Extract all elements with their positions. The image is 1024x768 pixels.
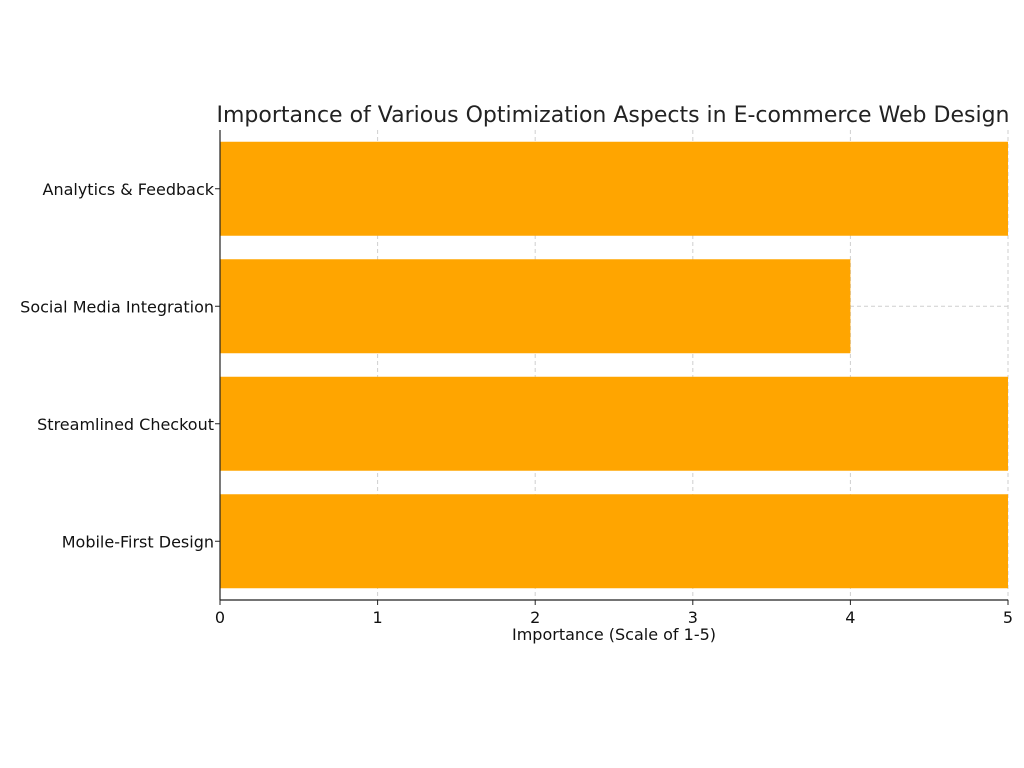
y-tick-labels: Mobile-First Design Streamlined Checkout S… bbox=[20, 180, 220, 551]
x-tick-label: 1 bbox=[373, 608, 383, 627]
x-tick-label: 3 bbox=[688, 608, 698, 627]
y-tick-label: Social Media Integration bbox=[20, 297, 214, 316]
chart-title: Importance of Various Optimization Aspec… bbox=[217, 103, 1010, 128]
y-tick-label: Mobile-First Design bbox=[62, 532, 214, 551]
x-tick-label: 0 bbox=[215, 608, 225, 627]
y-tick-label: Streamlined Checkout bbox=[37, 415, 214, 434]
bar bbox=[220, 494, 1008, 589]
bar bbox=[220, 141, 1008, 236]
bar bbox=[220, 259, 851, 354]
x-axis-label: Importance (Scale of 1-5) bbox=[512, 625, 716, 644]
bars bbox=[220, 141, 1008, 589]
x-tick-labels: 0 1 2 3 4 5 bbox=[215, 600, 1013, 627]
x-tick-label: 5 bbox=[1003, 608, 1013, 627]
y-tick-label: Analytics & Feedback bbox=[43, 180, 215, 199]
x-tick-label: 4 bbox=[845, 608, 855, 627]
bar bbox=[220, 376, 1008, 471]
axes bbox=[219, 130, 1008, 601]
x-tick-label: 2 bbox=[530, 608, 540, 627]
